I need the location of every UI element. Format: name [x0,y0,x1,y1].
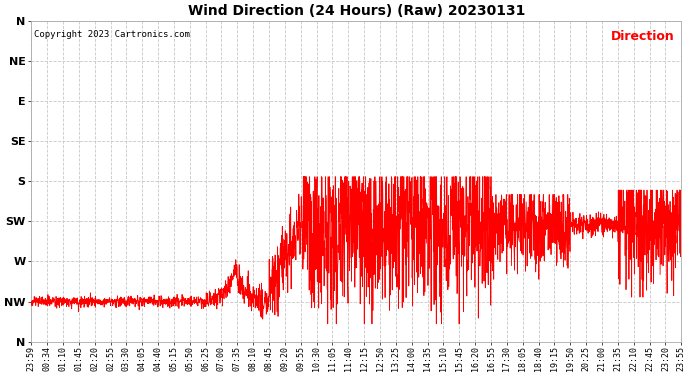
Text: Copyright 2023 Cartronics.com: Copyright 2023 Cartronics.com [34,30,190,39]
Text: Direction: Direction [611,30,675,44]
Title: Wind Direction (24 Hours) (Raw) 20230131: Wind Direction (24 Hours) (Raw) 20230131 [188,4,525,18]
